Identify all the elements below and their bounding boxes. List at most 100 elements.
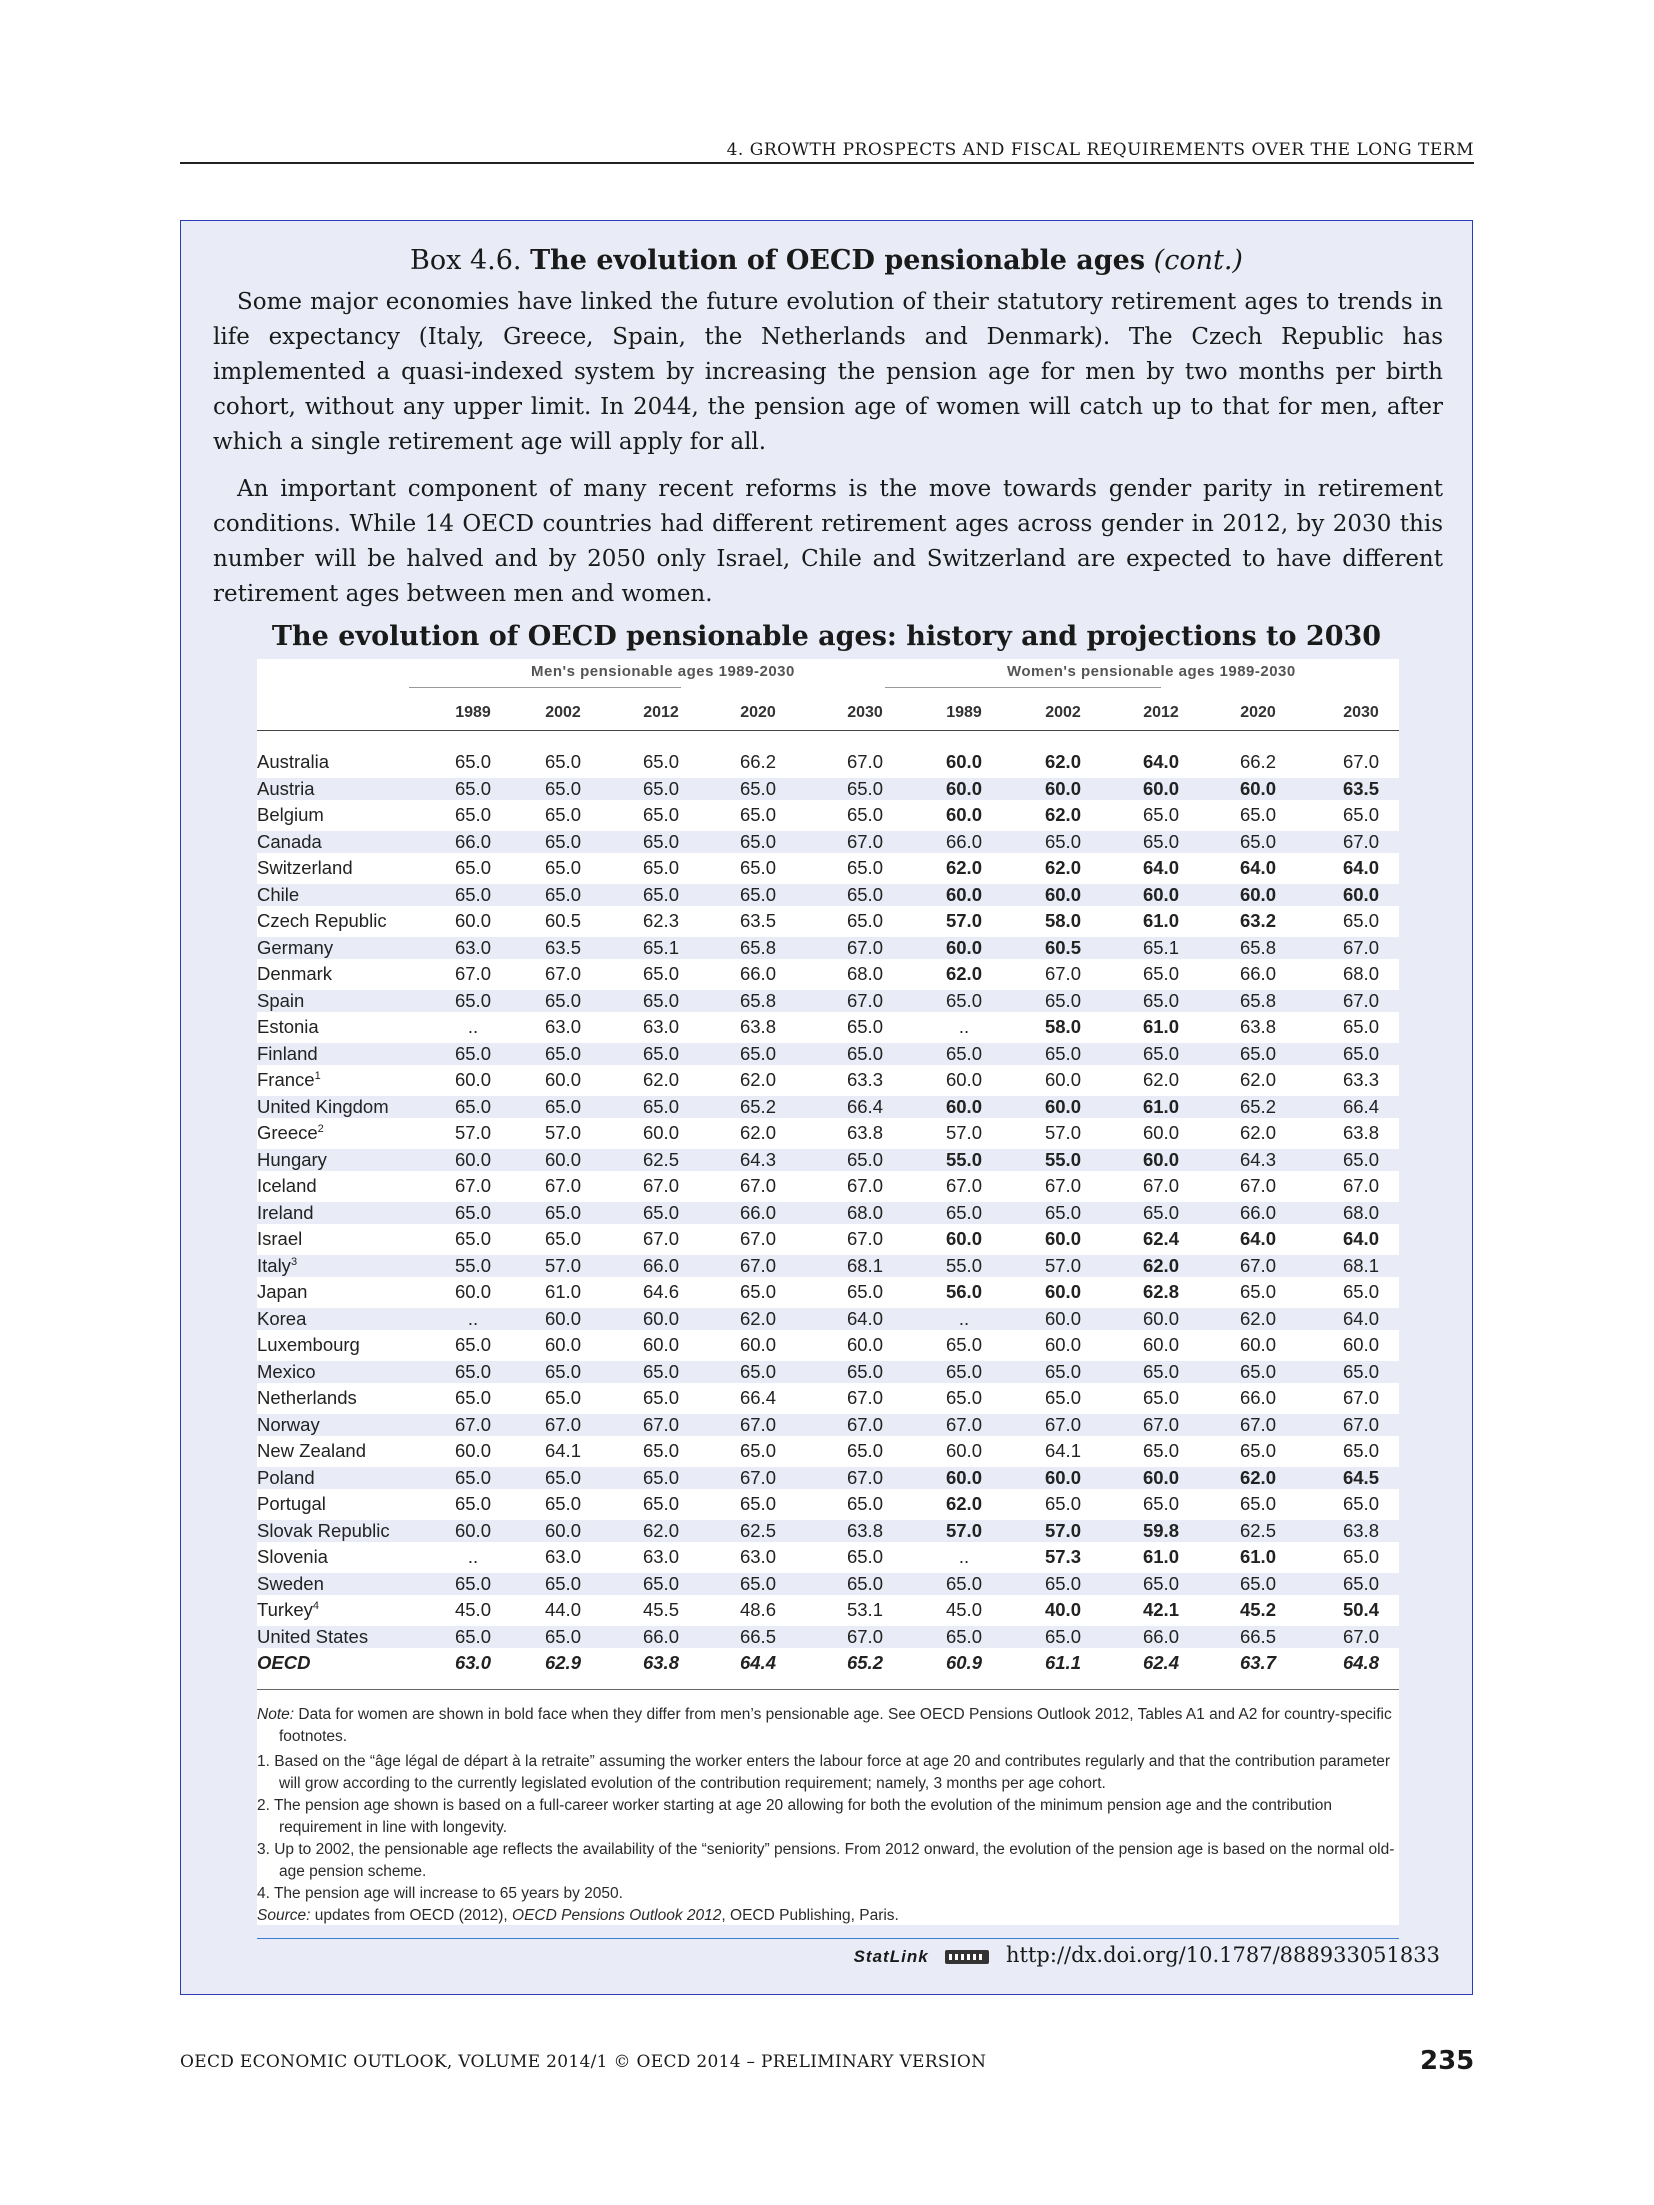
cell-men-2020: 67.0 <box>739 1466 776 1488</box>
cell-women-2020: 65.8 <box>1239 936 1276 958</box>
cell-men-2002: 65.0 <box>544 1095 581 1117</box>
cell-women-2020: 65.0 <box>1239 804 1276 825</box>
footnote-4: 4. The pension age will increase to 65 y… <box>257 1885 623 1902</box>
footnote-marker: 3 <box>290 1255 298 1268</box>
cell-men-1989: 57.0 <box>454 1122 491 1143</box>
cell-women-2020: 64.0 <box>1239 857 1276 878</box>
country-name: Germany <box>257 937 333 959</box>
cell-women-1989: 65.0 <box>945 989 982 1011</box>
source-title: OECD Pensions Outlook 2012 <box>512 1907 722 1924</box>
paragraph-1: Some major economies have linked the fut… <box>213 289 1443 455</box>
cell-men-2002: 60.5 <box>544 910 581 931</box>
cell-men-2012: 65.0 <box>642 1042 679 1064</box>
table-row: Canada 66.0 65.0 65.0 65.0 67.0 66.0 65.0 65.0 65… <box>257 829 1399 855</box>
cell-men-2030: 65.0 <box>846 777 883 799</box>
cell-men-1989: 65.0 <box>454 1387 491 1408</box>
cell-men-2002: 65.0 <box>544 751 581 772</box>
cell-men-2030: 66.4 <box>846 1095 883 1117</box>
statlink-url[interactable]: http://dx.doi.org/10.1787/888933051833 <box>1006 1943 1440 1967</box>
cell-men-2030: 65.2 <box>846 1652 883 1673</box>
table-row: Denmark 67.0 67.0 65.0 66.0 68.0 62.0 67.0 65.0 6… <box>257 961 1399 987</box>
cell-men-2020: 48.6 <box>739 1599 776 1620</box>
cell-men-2020: 64.3 <box>739 1148 776 1170</box>
cell-men-2012: 63.0 <box>642 1016 679 1037</box>
cell-men-2002: 65.0 <box>544 1493 581 1514</box>
cell-women-2020: 66.5 <box>1239 1625 1276 1647</box>
cell-women-1989: .. <box>958 1546 970 1567</box>
table-bottom-rule <box>257 1689 1399 1690</box>
cell-women-2020: 64.0 <box>1239 1228 1276 1249</box>
country-name: Portugal <box>257 1493 326 1515</box>
cell-men-1989: 65.0 <box>454 1334 491 1355</box>
country-name-text: Czech Republic <box>257 910 387 931</box>
cell-women-2002: 58.0 <box>1044 1016 1081 1037</box>
box-label: Box 4.6. <box>410 245 522 276</box>
country-name-text: Spain <box>257 989 305 1011</box>
cell-women-2002: 65.0 <box>1044 989 1081 1011</box>
table-row: Finland 65.0 65.0 65.0 65.0 65.0 65.0 65.0 65.0 6… <box>257 1041 1399 1067</box>
cell-women-2012: 62.0 <box>1142 1254 1179 1276</box>
row-band <box>257 1254 1399 1277</box>
cell-women-2002: 60.0 <box>1044 1334 1081 1355</box>
cell-men-1989: 65.0 <box>454 1042 491 1064</box>
country-name: Israel <box>257 1228 302 1250</box>
country-name: Switzerland <box>257 857 353 879</box>
cell-women-2030: 64.0 <box>1342 1228 1379 1249</box>
cell-men-2020: 62.0 <box>739 1069 776 1090</box>
box-title: Box 4.6. The evolution of OECD pensionab… <box>181 245 1472 276</box>
cell-men-2012: 62.3 <box>642 910 679 931</box>
cell-men-2030: 67.0 <box>846 989 883 1011</box>
cell-women-1989: 65.0 <box>945 1572 982 1594</box>
box-cont: (cont.) <box>1153 245 1243 276</box>
cell-women-2030: 64.0 <box>1342 1307 1379 1329</box>
cell-women-2020: 62.0 <box>1239 1466 1276 1488</box>
cell-women-2012: 65.0 <box>1142 1360 1179 1382</box>
cell-women-2020: 62.0 <box>1239 1122 1276 1143</box>
country-name: Luxembourg <box>257 1334 360 1356</box>
cell-men-2030: 67.0 <box>846 1175 883 1196</box>
cell-women-1989: 60.0 <box>945 1069 982 1090</box>
cell-men-1989: 65.0 <box>454 1493 491 1514</box>
country-name: Estonia <box>257 1016 319 1038</box>
cell-men-2020: 62.0 <box>739 1122 776 1143</box>
cell-men-2020: 62.0 <box>739 1307 776 1329</box>
footnote-3: 3. Up to 2002, the pensionable age refle… <box>257 1841 1395 1880</box>
cell-men-2030: 65.0 <box>846 1281 883 1302</box>
cell-women-2002: 60.0 <box>1044 1069 1081 1090</box>
cell-men-1989: 65.0 <box>454 1625 491 1647</box>
cell-women-1989: 55.0 <box>945 1148 982 1170</box>
cell-men-1989: 67.0 <box>454 1175 491 1196</box>
country-name: United Kingdom <box>257 1096 389 1118</box>
cell-men-2030: 67.0 <box>846 936 883 958</box>
cell-women-2020: 65.2 <box>1239 1095 1276 1117</box>
cell-women-2012: 62.0 <box>1142 1069 1179 1090</box>
country-name: France1 <box>257 1069 321 1091</box>
cell-men-1989: .. <box>467 1016 479 1037</box>
statlink-icon <box>945 1949 990 1964</box>
column-header-women-2012: 2012 <box>1143 704 1179 721</box>
cell-women-2030: 67.0 <box>1342 1387 1379 1408</box>
table-row: Iceland 67.0 67.0 67.0 67.0 67.0 67.0 67.0 67.0 6… <box>257 1173 1399 1199</box>
cell-men-2002: 60.0 <box>544 1334 581 1355</box>
statlink[interactable]: StatLink http://dx.doi.org/10.1787/88893… <box>854 1943 1440 1967</box>
cell-women-2012: 60.0 <box>1142 1466 1179 1488</box>
cell-women-2030: 63.5 <box>1342 777 1379 799</box>
table-row: Sweden 65.0 65.0 65.0 65.0 65.0 65.0 65.0 65.0 65… <box>257 1571 1399 1597</box>
table-row: Korea.. 60.0 60.0 62.0 64.0.. 60.0 60.0 62.0 64.… <box>257 1306 1399 1332</box>
cell-men-2020: 65.0 <box>739 1281 776 1302</box>
cell-men-2012: 65.0 <box>642 989 679 1011</box>
cell-men-2030: 60.0 <box>846 1334 883 1355</box>
cell-women-2020: 62.0 <box>1239 1307 1276 1329</box>
cell-women-2002: 67.0 <box>1044 963 1081 984</box>
cell-women-2020: 65.0 <box>1239 1281 1276 1302</box>
cell-women-2002: 62.0 <box>1044 804 1081 825</box>
cell-men-2012: 60.0 <box>642 1307 679 1329</box>
cell-women-1989: 60.0 <box>945 1440 982 1461</box>
row-band <box>257 936 1399 959</box>
cell-men-2002: 60.0 <box>544 1307 581 1329</box>
country-name-text: Austria <box>257 777 315 799</box>
row-band <box>257 989 1399 1012</box>
cell-men-1989: 65.0 <box>454 751 491 772</box>
cell-men-2030: 68.0 <box>846 1201 883 1223</box>
cell-men-2002: 65.0 <box>544 883 581 905</box>
